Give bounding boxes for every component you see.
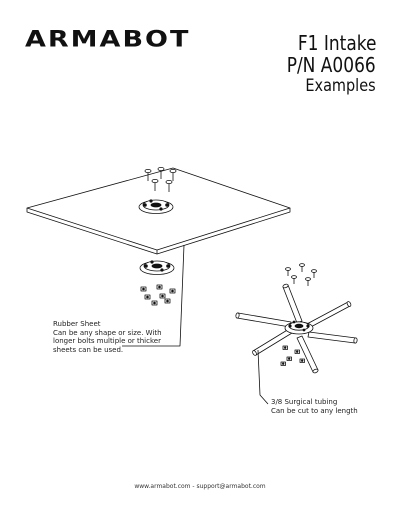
top-hub	[138, 199, 174, 214]
tubing-nuts	[280, 345, 305, 366]
rubber-sheet-note: Rubber Sheet Can be any shape or size. W…	[53, 320, 162, 354]
tube-right-lower	[307, 331, 358, 344]
tube-right-upper	[304, 301, 352, 330]
rubber-sheet-note-line: Rubber Sheet	[53, 320, 101, 328]
tubing-leader	[257, 349, 269, 405]
tubing-note-line: Can be cut to any length	[271, 406, 358, 415]
tubing-note-line: 3/8 Surgical tubing	[271, 398, 338, 406]
armabot-logo: ARMABOT	[25, 27, 191, 53]
bottom-nuts	[140, 284, 176, 306]
rubber-sheet-note-line: sheets can be used.	[53, 345, 124, 354]
tube-lower	[296, 335, 319, 374]
rubber-sheet-note-line: Can be any shape or size. With	[53, 328, 162, 337]
product-title: F1 Intake	[297, 31, 376, 55]
part-number: P/N A0066	[287, 53, 376, 77]
tubing-assembly	[235, 263, 358, 374]
tubing-bolts	[285, 263, 317, 286]
rubber-sheet-leader	[122, 244, 185, 347]
bottom-hub	[139, 260, 175, 275]
footer-contact: www.armabot.com - support@armabot.com	[134, 483, 266, 490]
tubing-note: 3/8 Surgical tubing Can be cut to any le…	[271, 398, 358, 415]
tube-upper	[282, 283, 303, 324]
tube-left	[235, 312, 292, 328]
examples-subtitle: Examples	[305, 76, 376, 96]
rubber-sheet-note-line: longer bolts multiple or thicker	[53, 337, 161, 345]
top-bolts	[144, 166, 177, 192]
tubing-hub	[284, 320, 314, 335]
